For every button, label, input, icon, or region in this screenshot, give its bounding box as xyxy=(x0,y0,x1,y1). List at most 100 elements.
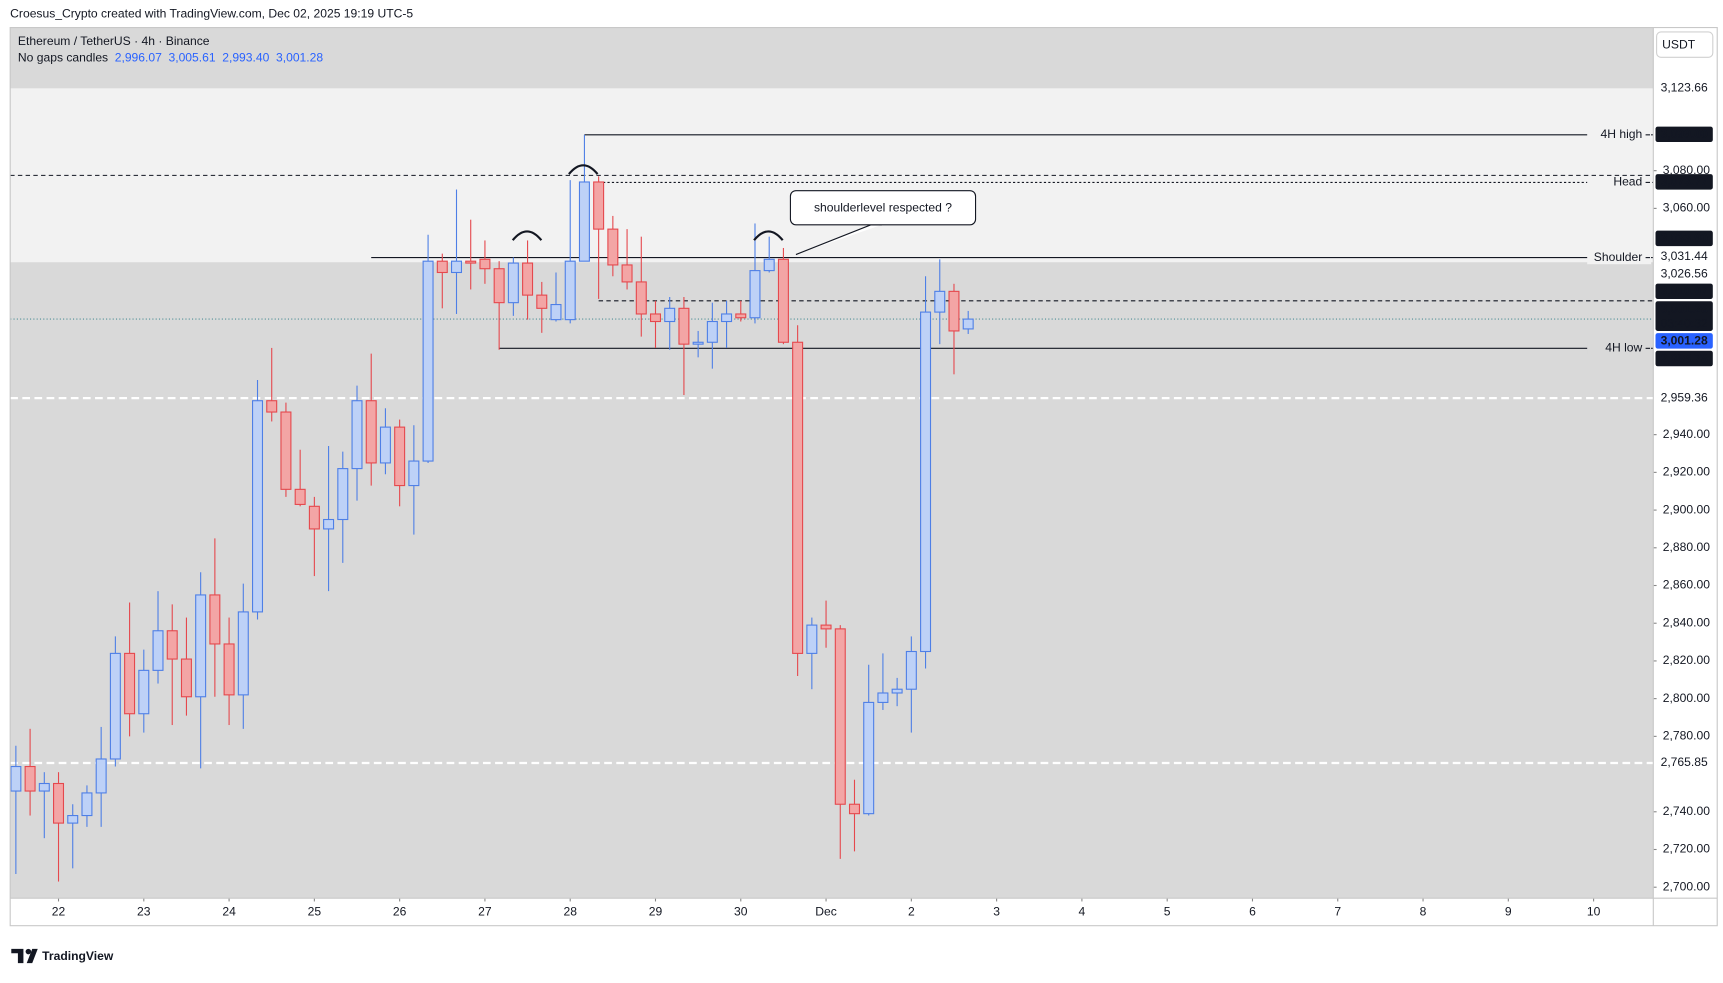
candle-body xyxy=(920,311,932,653)
candle-body xyxy=(209,594,221,645)
candle-body xyxy=(323,518,335,530)
candle-body xyxy=(109,652,121,760)
y-tick-label: 2,700.00 xyxy=(1663,879,1710,893)
candle-body xyxy=(664,307,676,323)
candle-body xyxy=(308,505,320,530)
x-tick-label: 5 xyxy=(1164,905,1171,919)
level-label-bg xyxy=(1587,250,1652,265)
annotations: shoulderlevel respected ? xyxy=(511,164,977,256)
x-tick-label: 24 xyxy=(222,905,236,919)
shoulder-arc xyxy=(753,230,784,241)
candle-body xyxy=(436,260,448,274)
price-badge xyxy=(1655,350,1713,367)
candle-body xyxy=(379,426,391,464)
y-tick-label: 2,820.00 xyxy=(1663,653,1710,667)
frame xyxy=(9,26,1718,927)
callout-box xyxy=(789,190,977,226)
candle-body xyxy=(934,290,946,313)
x-tick-label: 6 xyxy=(1249,905,1256,919)
candle-body xyxy=(735,313,747,319)
y-tick-label: 3,060.00 xyxy=(1663,201,1710,215)
x-tick-label: 8 xyxy=(1420,905,1427,919)
candle-body xyxy=(351,400,363,470)
legend-close: 3,001.28 xyxy=(276,51,323,65)
callout-text: shoulderlevel respected ? xyxy=(814,200,952,214)
x-tick-label: 3 xyxy=(993,905,1000,919)
candle-body xyxy=(493,268,505,304)
candle-body xyxy=(578,181,590,262)
candle-body xyxy=(294,488,306,505)
candle-body xyxy=(180,658,192,698)
x-tick-label: 29 xyxy=(649,905,663,919)
y-tick-label: 2,720.00 xyxy=(1663,842,1710,856)
x-tick-label: 22 xyxy=(52,905,66,919)
legend-high: 3,005.61 xyxy=(168,51,215,65)
x-tick-label: 27 xyxy=(478,905,492,919)
candle-body xyxy=(820,624,832,630)
price-badge-label: 3,123.66 xyxy=(1661,81,1708,95)
x-tick-label: 2 xyxy=(908,905,915,919)
candle-body xyxy=(593,181,605,230)
y-tick-label: 2,860.00 xyxy=(1663,578,1710,592)
level-label: 4H high xyxy=(1601,127,1643,141)
candle-body xyxy=(763,258,775,272)
price-badge xyxy=(1655,230,1713,247)
price-badge xyxy=(1655,80,1713,96)
price-badge xyxy=(1655,389,1713,406)
levels-layer: 4H high Head Shoulder 4H low xyxy=(10,127,1654,765)
price-badge-label: 2,985.78 xyxy=(1661,351,1708,365)
price-badge xyxy=(1655,248,1713,264)
candle-body xyxy=(280,411,292,490)
price-badge-label: 2,765.85 xyxy=(1661,755,1708,769)
candle-body xyxy=(365,400,377,464)
candle-body xyxy=(138,669,150,715)
x-tick-label: 25 xyxy=(308,905,322,919)
price-badge xyxy=(1655,333,1713,349)
logo: TradingView xyxy=(11,949,114,964)
candle-body xyxy=(905,650,917,690)
candle-body xyxy=(507,262,519,304)
x-tick-label: 7 xyxy=(1334,905,1341,919)
x-tick-label: 23 xyxy=(137,905,151,919)
x-tick-label: 26 xyxy=(393,905,407,919)
candle-body xyxy=(792,341,804,654)
price-badge-label: 3,001.28 xyxy=(1661,334,1708,348)
candle-body xyxy=(450,260,463,274)
branding: TradingView xyxy=(42,949,114,963)
credit: Croesus_Crypto created with TradingView.… xyxy=(10,7,413,21)
price-badge-label: 3,073.77 xyxy=(1661,175,1708,189)
candle-body xyxy=(522,262,534,296)
price-badge xyxy=(1655,754,1713,771)
legend: No gaps candles 2,996.07 3,005.61 2,993.40 3… xyxy=(18,51,323,65)
candle-body xyxy=(749,270,761,319)
candle-body xyxy=(706,320,718,343)
candle-body xyxy=(10,765,22,792)
y-tick-label: 2,800.00 xyxy=(1663,691,1710,705)
candle-body xyxy=(152,630,164,671)
candle-body xyxy=(564,260,576,321)
x-tick-label: 28 xyxy=(563,905,577,919)
head-arc xyxy=(568,164,599,175)
candle-body xyxy=(95,758,107,794)
candle-body xyxy=(237,611,249,696)
candle-body xyxy=(166,630,178,660)
candle-body xyxy=(67,815,79,824)
subtitle: No gaps candles xyxy=(18,51,108,65)
x-tick-label: 30 xyxy=(734,905,748,919)
candle-body xyxy=(863,701,875,815)
level-label-bg xyxy=(1587,128,1652,142)
x-tick-label: 10 xyxy=(1587,905,1601,919)
candle-body xyxy=(394,426,406,487)
candle-body xyxy=(38,782,50,792)
currency-box xyxy=(1656,31,1714,58)
candle-body xyxy=(266,400,278,413)
candle-body xyxy=(195,594,207,698)
level-label-bg xyxy=(1587,175,1652,190)
candle-body xyxy=(635,281,647,315)
candle-body xyxy=(692,341,704,345)
legend-open: 2,996.07 xyxy=(115,51,162,65)
candle-body xyxy=(848,803,860,815)
price-badge xyxy=(1655,283,1713,299)
